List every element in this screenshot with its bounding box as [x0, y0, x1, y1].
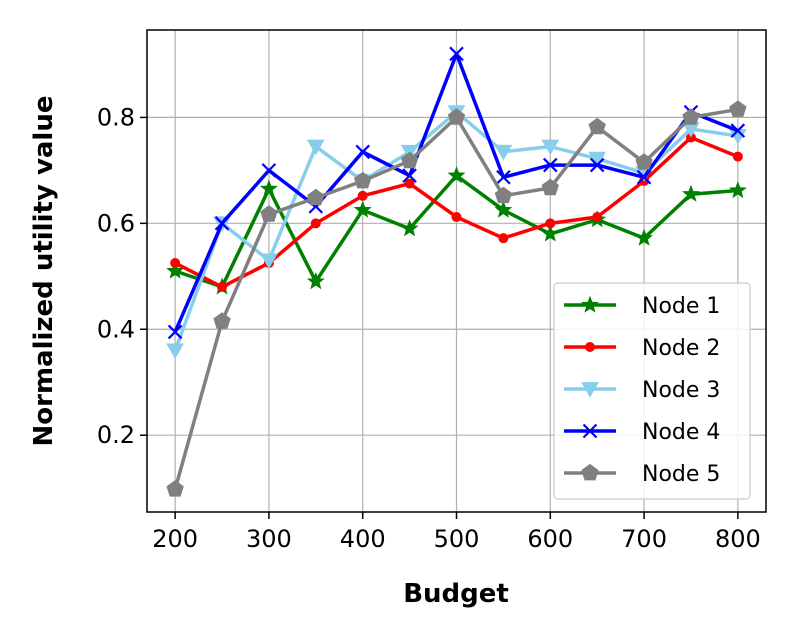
x-axis-label: Budget	[403, 579, 509, 609]
legend-label: Node 1	[642, 294, 720, 319]
data-point	[217, 281, 228, 292]
data-point	[635, 228, 654, 246]
data-point	[260, 205, 278, 222]
data-point	[353, 200, 372, 218]
legend-marker	[582, 423, 598, 439]
legend-item: Node 2	[564, 336, 720, 361]
data-point	[494, 200, 513, 218]
data-point	[589, 157, 605, 173]
data-point	[451, 211, 462, 222]
data-point	[166, 343, 184, 360]
x-tick-label: 800	[715, 525, 761, 553]
data-point	[541, 139, 560, 156]
data-point	[682, 184, 700, 202]
data-point	[588, 117, 606, 135]
data-point	[545, 218, 556, 229]
data-point	[592, 211, 603, 222]
legend-label: Node 2	[642, 336, 720, 361]
data-point	[728, 181, 747, 199]
data-point	[306, 272, 325, 290]
ticks: 200 300 400 500 600 700 800 0.2 0.4 0.6 0.8	[97, 103, 761, 553]
data-point	[400, 151, 419, 169]
data-point	[404, 178, 415, 189]
data-point	[166, 480, 184, 497]
data-point	[494, 144, 513, 161]
x-tick-label: 300	[246, 525, 292, 553]
data-point	[307, 188, 325, 206]
data-point	[170, 258, 181, 269]
data-point	[541, 224, 560, 242]
data-point	[449, 46, 464, 62]
legend-marker	[581, 463, 599, 481]
x-tick-label: 400	[340, 525, 386, 553]
legend-marker	[585, 342, 595, 352]
data-point	[447, 166, 466, 184]
x-tick-label: 600	[527, 525, 573, 553]
data-point	[447, 108, 466, 125]
legend-item: Node 3	[564, 378, 720, 403]
legend-marker	[581, 295, 599, 313]
data-point	[166, 261, 185, 279]
data-point	[635, 153, 653, 170]
series-layer	[166, 46, 747, 497]
y-tick-label: 0.8	[97, 103, 135, 131]
legend-marker	[581, 382, 599, 398]
data-point	[402, 168, 417, 183]
data-point	[259, 179, 278, 197]
data-point	[306, 139, 325, 156]
data-point	[543, 157, 558, 173]
data-point	[541, 178, 559, 196]
series-node-5	[166, 100, 747, 497]
data-point	[400, 219, 419, 237]
data-point	[310, 218, 321, 229]
data-point	[730, 123, 746, 138]
legend-item: Node 1	[564, 294, 720, 319]
legend-label: Node 5	[642, 462, 720, 487]
data-point	[260, 253, 278, 270]
data-point	[494, 186, 513, 204]
data-point	[732, 151, 743, 162]
data-point	[214, 216, 230, 231]
legend-item: Node 5	[564, 462, 720, 487]
legend: Node 1 Node 2 Node 3 Node 4 Node 5	[553, 282, 751, 500]
x-tick-label: 500	[434, 525, 480, 553]
data-point	[213, 312, 231, 329]
data-point	[498, 233, 509, 244]
data-point	[588, 151, 607, 168]
data-point	[636, 169, 652, 185]
data-point	[682, 108, 700, 125]
legend-box	[553, 282, 751, 500]
data-point	[354, 171, 372, 189]
y-tick-label: 0.4	[97, 315, 135, 343]
y-axis-label: Normalized utility value	[29, 96, 59, 447]
series-node-4	[167, 46, 746, 340]
data-point	[496, 169, 511, 185]
legend-item: Node 4	[564, 420, 720, 445]
legend-label: Node 4	[642, 420, 720, 445]
legend-label: Node 3	[642, 378, 720, 403]
data-point	[357, 190, 368, 201]
data-point	[261, 163, 277, 178]
data-point	[729, 100, 747, 117]
y-tick-label: 0.2	[97, 421, 135, 449]
data-point	[167, 324, 183, 340]
y-tick-label: 0.6	[97, 209, 135, 237]
x-tick-label: 200	[152, 525, 198, 553]
data-point	[355, 144, 370, 160]
x-tick-label: 700	[621, 525, 667, 553]
